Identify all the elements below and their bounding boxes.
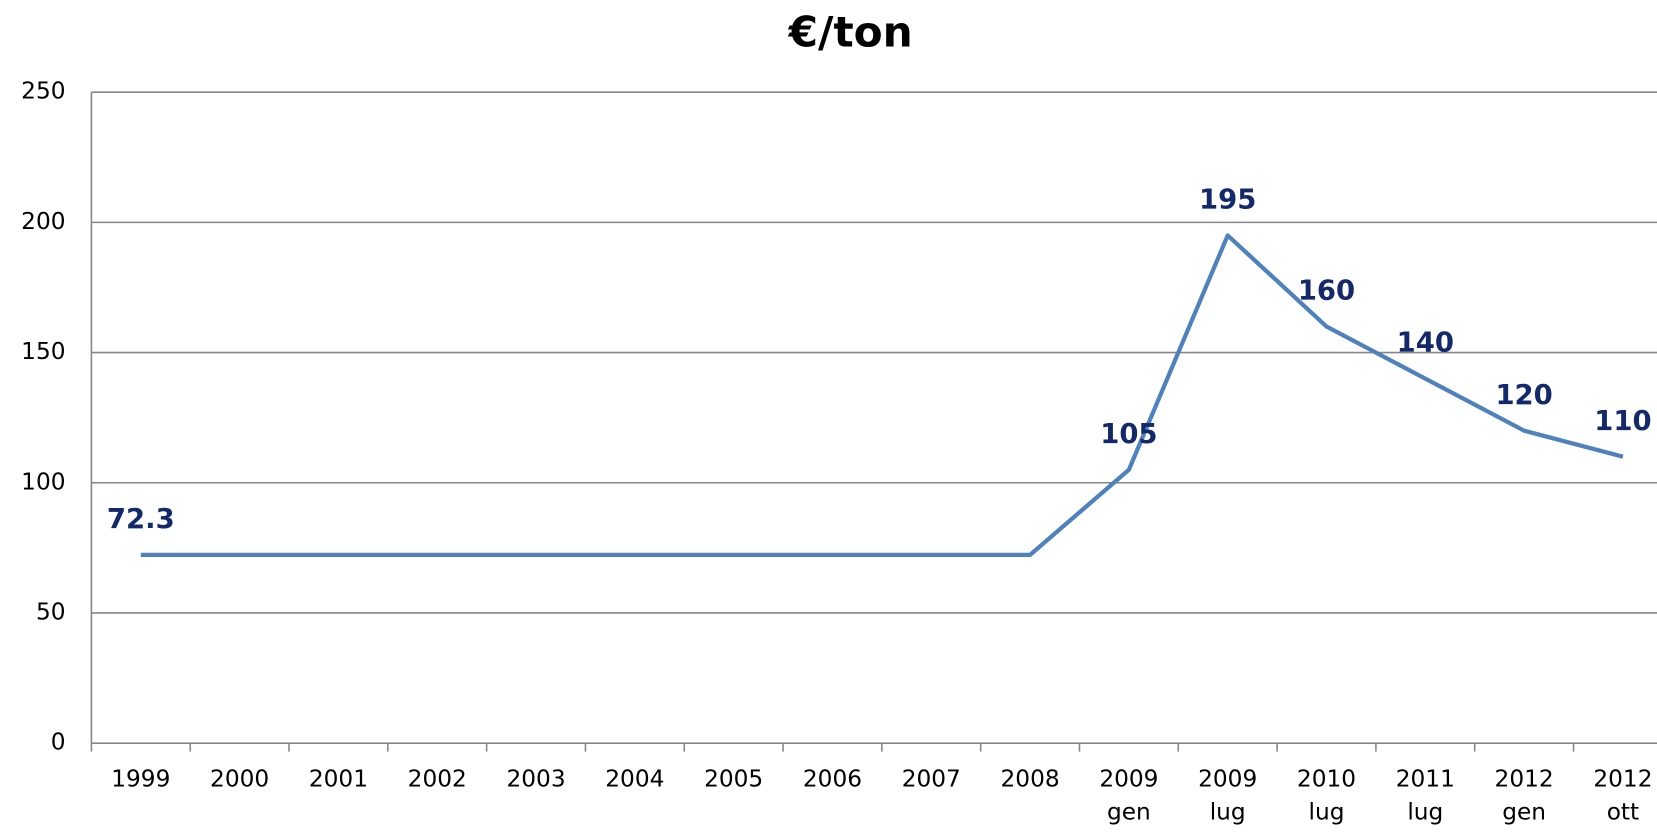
x-tick-label: 2003 — [506, 766, 565, 793]
x-tick-label: 2012 — [1593, 766, 1652, 793]
x-tick-label: 1999 — [111, 766, 170, 793]
x-tick-label: 2009 — [1099, 766, 1158, 793]
x-tick-label: 2009 — [1198, 766, 1257, 793]
data-label: 140 — [1397, 328, 1454, 359]
x-tick-label: gen — [1502, 798, 1546, 825]
y-tick-label: 50 — [36, 598, 66, 625]
x-tick-label: 2005 — [704, 766, 763, 793]
x-tick-label: 2002 — [408, 766, 467, 793]
x-tick-label: 2006 — [803, 766, 862, 793]
y-tick-label: 100 — [21, 468, 65, 495]
x-tick-label: 2011 — [1396, 766, 1455, 793]
line — [140, 233, 1624, 558]
x-tick-label: 2001 — [309, 766, 368, 793]
x-tick-label: 2007 — [902, 766, 961, 793]
x-tick-label: 2000 — [210, 766, 269, 793]
x-tick-label: lug — [1407, 798, 1443, 825]
data-label: 105 — [1100, 419, 1157, 450]
y-tick-label: 0 — [51, 729, 66, 756]
chart-title: €/ton — [788, 8, 913, 57]
x-tick-label: ott — [1607, 798, 1639, 825]
x-tick-label: 2008 — [1001, 766, 1060, 793]
data-label: 195 — [1199, 185, 1256, 216]
data-label: 72.3 — [107, 504, 175, 535]
data-label: 110 — [1594, 406, 1651, 437]
y-tick-label: 200 — [21, 208, 65, 235]
x-tick-label: 2004 — [605, 766, 664, 793]
data-label: 120 — [1495, 380, 1552, 411]
x-tick-label: 2012 — [1495, 766, 1554, 793]
x-tick-label: gen — [1107, 798, 1151, 825]
x-tick-label: lug — [1210, 798, 1246, 825]
y-tick-label: 150 — [21, 338, 65, 365]
x-tick-label: 2010 — [1297, 766, 1356, 793]
x-tick-label: lug — [1309, 798, 1345, 825]
data-label: 160 — [1298, 276, 1355, 307]
y-tick-label: 250 — [21, 78, 65, 105]
